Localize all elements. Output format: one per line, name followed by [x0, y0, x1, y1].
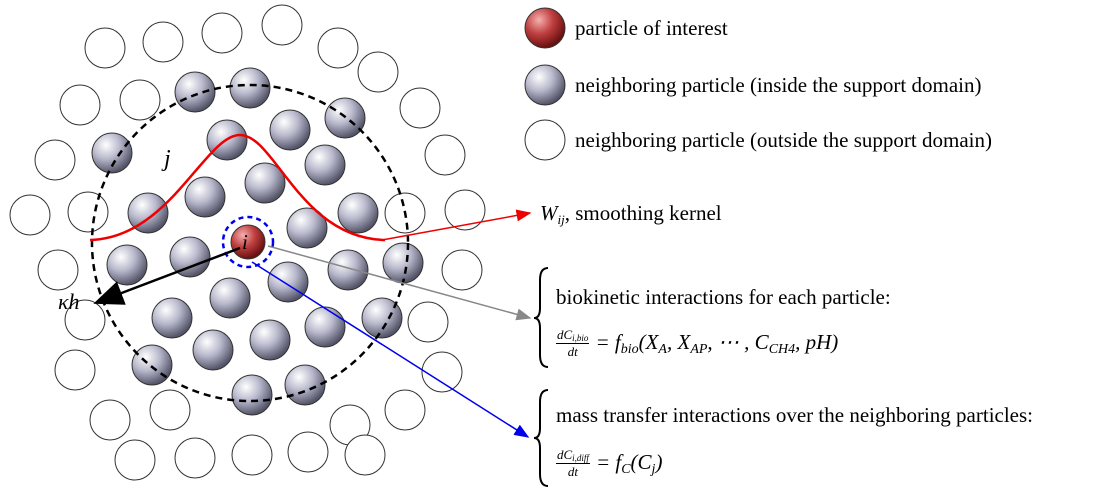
particle [400, 88, 440, 128]
particle [232, 375, 272, 415]
subscript: A [658, 342, 667, 357]
particle [383, 243, 423, 283]
particle [318, 28, 358, 68]
legend-label: particle of interest [575, 18, 728, 39]
particle [288, 432, 328, 472]
particle [10, 195, 50, 235]
particle [35, 140, 75, 180]
subscript: CH4 [769, 342, 795, 357]
kernel-label: Wij, smoothing kernel [540, 203, 722, 226]
denominator: dt [568, 344, 578, 360]
particle [115, 440, 155, 480]
particle [107, 245, 147, 285]
rhs-text: , X [667, 330, 690, 354]
mass-transfer-title: mass transfer interactions over the neig… [556, 405, 1033, 426]
biokinetic-title: biokinetic interactions for each particl… [556, 287, 891, 308]
particle [285, 365, 325, 405]
denominator: dt [568, 464, 578, 480]
kernel-text: , smoothing kernel [565, 201, 722, 225]
particle [338, 193, 378, 233]
particle [345, 435, 385, 475]
particle [92, 133, 132, 173]
numerator-subscript: i,bio [572, 333, 588, 343]
legend-icon [525, 120, 565, 160]
brace [534, 390, 548, 486]
numerator: dCi,diff [556, 447, 590, 464]
particle [268, 262, 308, 302]
rhs-text: = f [596, 450, 621, 474]
particle [90, 400, 130, 440]
particle [210, 278, 250, 318]
particle [305, 307, 345, 347]
particle [143, 22, 183, 62]
rhs-text: (C [631, 450, 652, 474]
numerator-subscript: i,diff [572, 453, 589, 463]
particle [185, 177, 225, 217]
rhs-text: = f [595, 330, 620, 354]
particle-label: j [164, 147, 171, 171]
particle [152, 298, 192, 338]
brace [534, 268, 548, 367]
particle-of-interest [231, 225, 265, 259]
subscript: C [621, 462, 630, 477]
particle [250, 320, 290, 360]
kernel-subscript: ij [558, 212, 565, 227]
particle [442, 250, 482, 290]
legend-icon [525, 8, 565, 48]
rhs: = fbio(XA, XAP, ⋯ , CCH4, pH) [595, 330, 838, 358]
particle [328, 250, 368, 290]
particle [305, 145, 345, 185]
particle [408, 302, 448, 342]
particle [202, 13, 242, 53]
legend-label: neighboring particle (inside the support… [575, 75, 982, 96]
particle [38, 250, 78, 290]
particle-label: i [242, 232, 248, 253]
rhs-text: , pH) [795, 330, 838, 354]
particle [120, 80, 160, 120]
legend-icon [525, 65, 565, 105]
particle [270, 110, 310, 150]
particle [132, 345, 172, 385]
particle [175, 72, 215, 112]
numerator-text: dC [557, 327, 572, 342]
particle [175, 438, 215, 478]
particle [385, 390, 425, 430]
rhs-text: ) [655, 450, 662, 474]
particle [85, 28, 125, 68]
numerator: dCi,bio [556, 327, 589, 344]
particle [232, 435, 272, 475]
particle [170, 237, 210, 277]
particle [60, 85, 100, 125]
particle [358, 52, 398, 92]
particle [193, 330, 233, 370]
particle [230, 68, 270, 108]
kernel-symbol: W [540, 201, 558, 225]
rhs: = fC(Cj) [596, 450, 663, 478]
particle [422, 352, 462, 392]
particle [68, 192, 108, 232]
particle [445, 190, 485, 230]
particle [150, 390, 190, 430]
legend-label: neighboring particle (outside the suppor… [575, 130, 992, 151]
diagram: particle of interest neighboring particl… [0, 0, 1107, 488]
numerator-text: dC [557, 447, 572, 462]
particle [425, 135, 465, 175]
rhs-text: , ⋯ , C [707, 330, 768, 354]
subscript: AP [690, 342, 707, 357]
subscript: bio [621, 342, 639, 357]
particle [262, 5, 302, 45]
rhs-text: (X [639, 330, 659, 354]
radius-label: κh [58, 291, 80, 313]
particle [55, 350, 95, 390]
